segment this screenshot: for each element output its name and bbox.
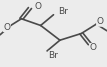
Text: O: O <box>3 23 10 32</box>
Text: O: O <box>97 17 104 26</box>
Text: O: O <box>34 2 42 11</box>
Text: O: O <box>90 43 97 52</box>
Text: Br: Br <box>58 7 68 16</box>
Text: Br: Br <box>49 51 58 60</box>
